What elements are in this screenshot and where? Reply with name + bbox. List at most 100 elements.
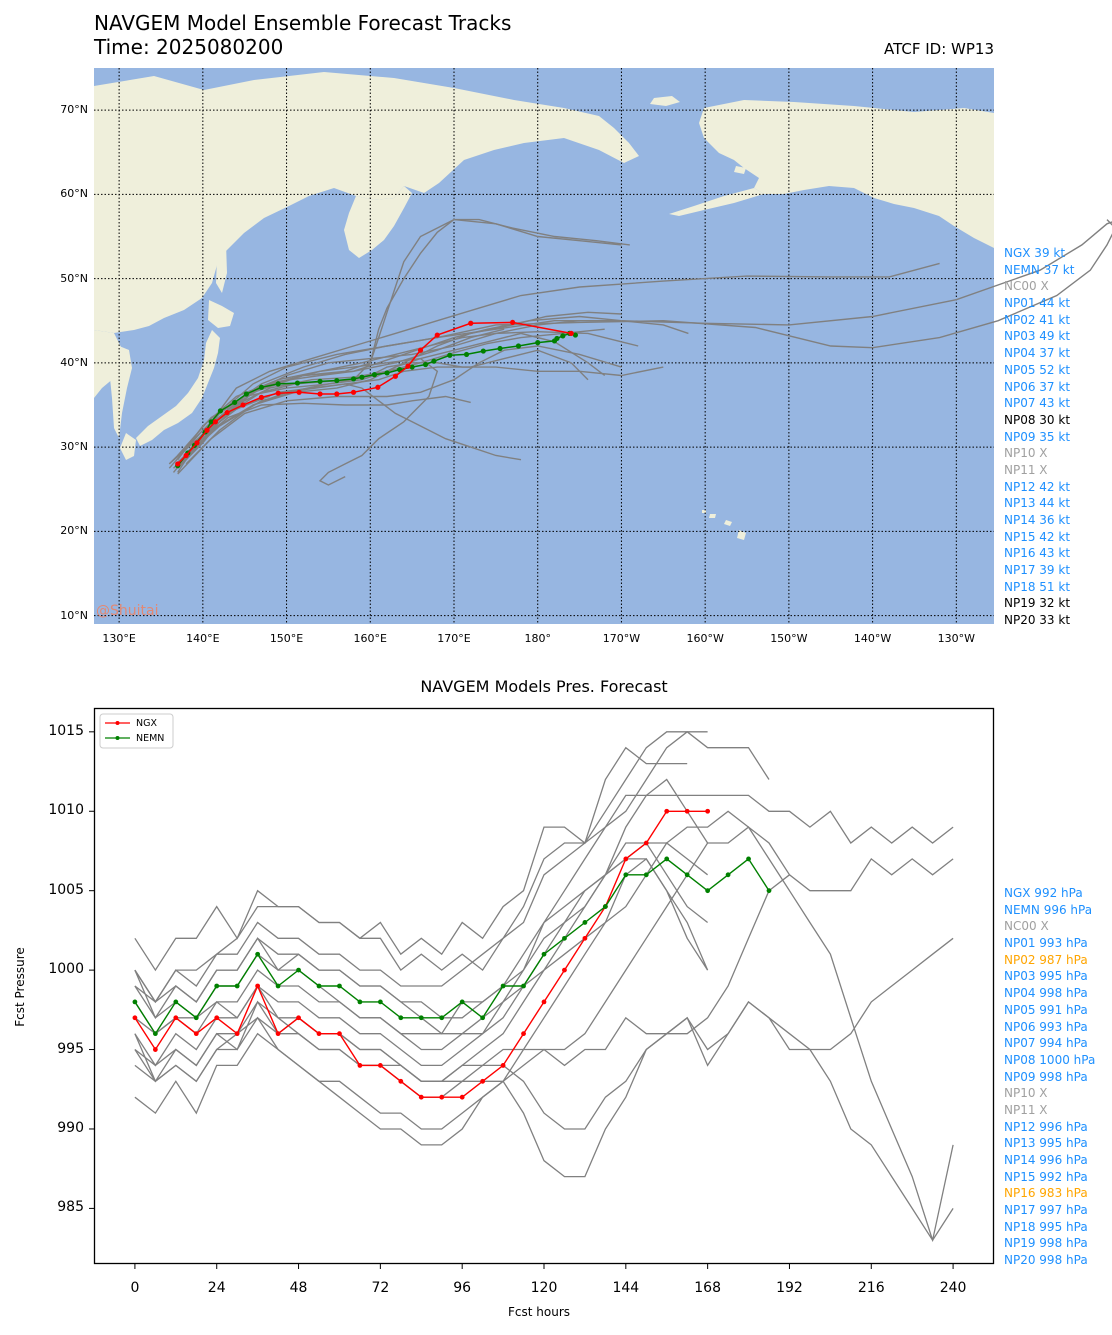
x-tick-label: 0 (130, 1280, 140, 1296)
ngx-pressure-point (500, 1063, 506, 1068)
member-pressure-line (134, 778, 709, 1083)
member-pressure-line (134, 857, 709, 1130)
nemn-pressure-point (418, 1015, 424, 1021)
y-tick-label: 990 (57, 1119, 84, 1136)
ngx-pressure-point (623, 856, 629, 862)
intensity-entry: NP08 30 kt (1004, 412, 1071, 427)
nemn-pressure-point (132, 999, 138, 1005)
land-korea (109, 343, 132, 438)
member-track (177, 345, 622, 475)
intensity-entry: NP06 37 kt (1004, 379, 1071, 394)
x-tick-label: 120 (530, 1280, 558, 1296)
ngx-track-point (258, 394, 265, 400)
nemn-pressure-point (623, 872, 629, 878)
nemn-track-point (232, 399, 238, 406)
pressure-entry: NP06 993 hPa (1004, 1019, 1088, 1034)
intensity-entry: NP04 37 kt (1004, 346, 1071, 361)
nemn-track-point (560, 333, 566, 339)
pressure-entry: NP01 993 hPa (1004, 936, 1088, 951)
ngx-pressure-point (173, 1015, 179, 1021)
nemn-pressure-point (152, 1031, 158, 1037)
ngx-pressure-point (398, 1078, 404, 1084)
member-pressure-line (134, 794, 954, 1004)
ngx-track-point (212, 419, 218, 425)
nemn-pressure-line (134, 857, 770, 1035)
member-pressure-line (134, 842, 708, 1035)
nemn-pressure-point (193, 1015, 199, 1021)
intensity-list: NGX 39 kt NEMN 37 kt NC00 X NP01 44 kt NP02 … (1004, 245, 1074, 629)
member-pressure-line (134, 746, 688, 972)
watermark: @Shuitai (96, 603, 159, 619)
nemn-pressure-point (316, 983, 322, 989)
intensity-entry: NC00 X (1004, 279, 1049, 294)
pressure-entry: NC00 X (1004, 919, 1049, 934)
lon-tick-label: 130°W (937, 632, 975, 645)
plot-frame (93, 707, 995, 1265)
nemn-track-point (208, 419, 214, 425)
nemn-pressure-point (377, 999, 383, 1005)
nemn-pressure-point (357, 999, 363, 1005)
land-alaska (699, 100, 994, 248)
intensity-entry: NP20 33 kt (1004, 613, 1071, 628)
nemn-track-point (243, 391, 249, 397)
lon-tick-label: 150°W (770, 632, 808, 645)
nemn-pressure-point (766, 888, 772, 894)
intensity-entry: NP13 44 kt (1004, 496, 1071, 511)
x-tick-label: 192 (776, 1280, 803, 1296)
x-tick-label: 96 (453, 1280, 472, 1296)
y-tick-label: 1015 (48, 722, 84, 739)
y-tick-label: 1005 (48, 881, 84, 898)
nemn-pressure-point (500, 983, 506, 989)
land-hokkaido (208, 300, 234, 328)
x-tick-label: 216 (857, 1280, 885, 1296)
ngx-pressure-point (337, 1031, 342, 1037)
land-kamchatka (344, 186, 412, 258)
ngx-pressure-point (357, 1063, 363, 1068)
lon-tick-label: 140°E (186, 632, 220, 645)
land-hawaii-big (737, 530, 746, 540)
lon-tick-label: 170°E (437, 632, 471, 645)
lat-tick-label: 60°N (60, 187, 88, 201)
intensity-entry: NGX 39 kt (1004, 246, 1066, 260)
pressure-entry: NP19 998 hPa (1004, 1236, 1088, 1251)
pressure-entry: NP09 998 hPa (1004, 1069, 1088, 1084)
ngx-pressure-point (562, 967, 567, 973)
nemn-pressure-point (705, 888, 711, 894)
member-track (177, 218, 630, 465)
intensity-entry: NP18 51 kt (1004, 579, 1071, 594)
pressure-entry: NP16 983 hPa (1004, 1186, 1088, 1201)
pressure-chart: NGX NEMN (89, 707, 995, 1269)
legend-nemn-marker (115, 736, 120, 740)
nemn-track-point (359, 374, 365, 380)
pressure-entry: NP14 996 hPa (1004, 1153, 1088, 1167)
ngx-track-point (375, 384, 381, 390)
y-tick-label: 995 (57, 1040, 84, 1057)
nemn-pressure-point (234, 983, 240, 989)
nemn-pressure-point (480, 1015, 486, 1021)
intensity-entry: NP09 35 kt (1004, 429, 1071, 444)
ngx-pressure-point (418, 1094, 424, 1100)
pressure-entry: NP12 996 hPa (1004, 1119, 1088, 1134)
nemn-track (177, 332, 576, 467)
ngx-pressure-point (643, 840, 649, 846)
pressure-entry: NP03 995 hPa (1004, 969, 1088, 984)
nemn-track-point (515, 343, 522, 349)
ngx-track-point (568, 330, 574, 336)
ngx-pressure-point (521, 1031, 526, 1037)
land-st-lawrence (650, 96, 680, 106)
pressure-entry: NP11 X (1004, 1102, 1048, 1117)
intensity-entry: NP07 43 kt (1004, 396, 1071, 411)
x-axis-label: Fcst hours (508, 1305, 571, 1319)
land-hawaii-kauai (702, 510, 706, 513)
y-tick-label: 1010 (48, 802, 84, 819)
nemn-track-point (535, 340, 541, 346)
intensity-entry: NP02 41 kt (1004, 312, 1071, 327)
nemn-pressure-point (562, 935, 567, 941)
pressure-entry: NP13 995 hPa (1004, 1136, 1088, 1151)
nemn-pressure-point (521, 983, 526, 989)
lon-tick-label: 150°E (269, 632, 304, 645)
ngx-pressure-point (152, 1047, 158, 1052)
lon-tick-label: 160°E (353, 632, 387, 645)
ngx-pressure-point (705, 808, 711, 814)
pressure-entry: NP10 X (1004, 1086, 1048, 1101)
